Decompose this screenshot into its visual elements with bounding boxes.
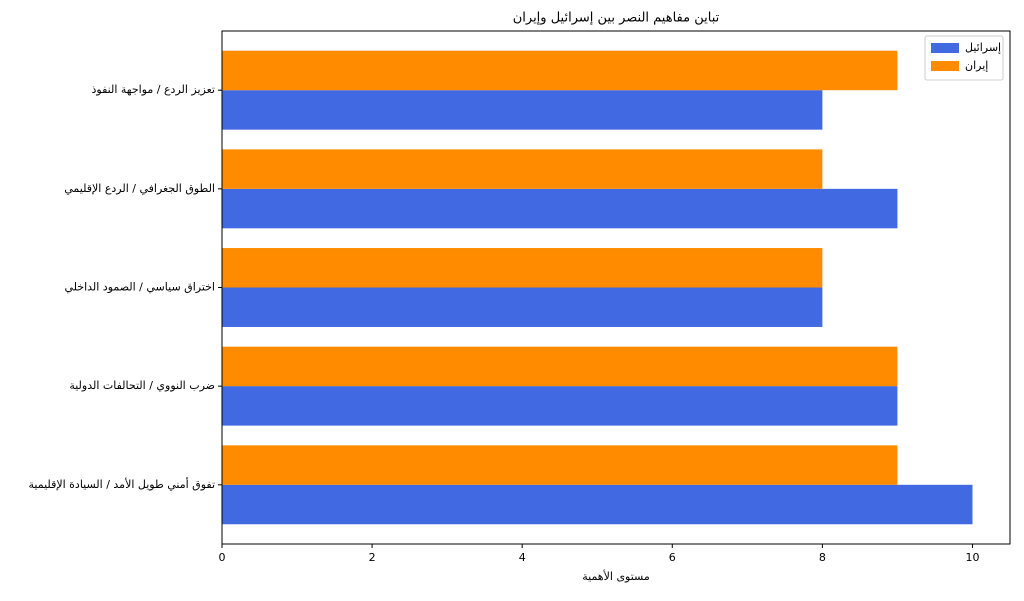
x-tick-label: 2 xyxy=(369,551,376,564)
x-tick-label: 4 xyxy=(519,551,526,564)
x-axis-label: مستوى الأهمية xyxy=(582,569,650,583)
legend-swatch xyxy=(931,43,959,53)
x-tick-label: 0 xyxy=(219,551,226,564)
x-tick-label: 6 xyxy=(669,551,676,564)
legend-label: إيران xyxy=(965,59,988,72)
bar xyxy=(222,386,898,426)
x-tick-label: 10 xyxy=(965,551,979,564)
plot-frame xyxy=(221,30,1011,545)
bar xyxy=(222,287,823,327)
bar xyxy=(222,90,823,130)
bar xyxy=(222,188,898,229)
y-tick-label: تعزيز الردع / مواجهة النفوذ xyxy=(92,83,215,96)
bar xyxy=(222,248,823,288)
bar xyxy=(222,484,973,525)
y-tick-label: تفوق أمني طويل الأمد / السيادة الإقليمية xyxy=(29,477,215,491)
bar xyxy=(222,346,898,387)
x-tick-label: 8 xyxy=(819,551,826,564)
bar xyxy=(222,50,898,91)
bar xyxy=(222,445,898,485)
legend-label: إسرائيل xyxy=(965,41,1001,54)
chart-title: تباين مفاهيم النصر بين إسرائيل وإيران xyxy=(513,11,720,26)
y-tick-label: ضرب النووي / التحالفات الدولية xyxy=(69,379,215,392)
y-tick-label: الطوق الجغرافي / الردع الإقليمي xyxy=(64,182,215,195)
legend-swatch xyxy=(931,61,959,71)
bar xyxy=(222,149,823,189)
y-tick-label: اختراق سياسي / الصمود الداخلي xyxy=(64,281,215,294)
